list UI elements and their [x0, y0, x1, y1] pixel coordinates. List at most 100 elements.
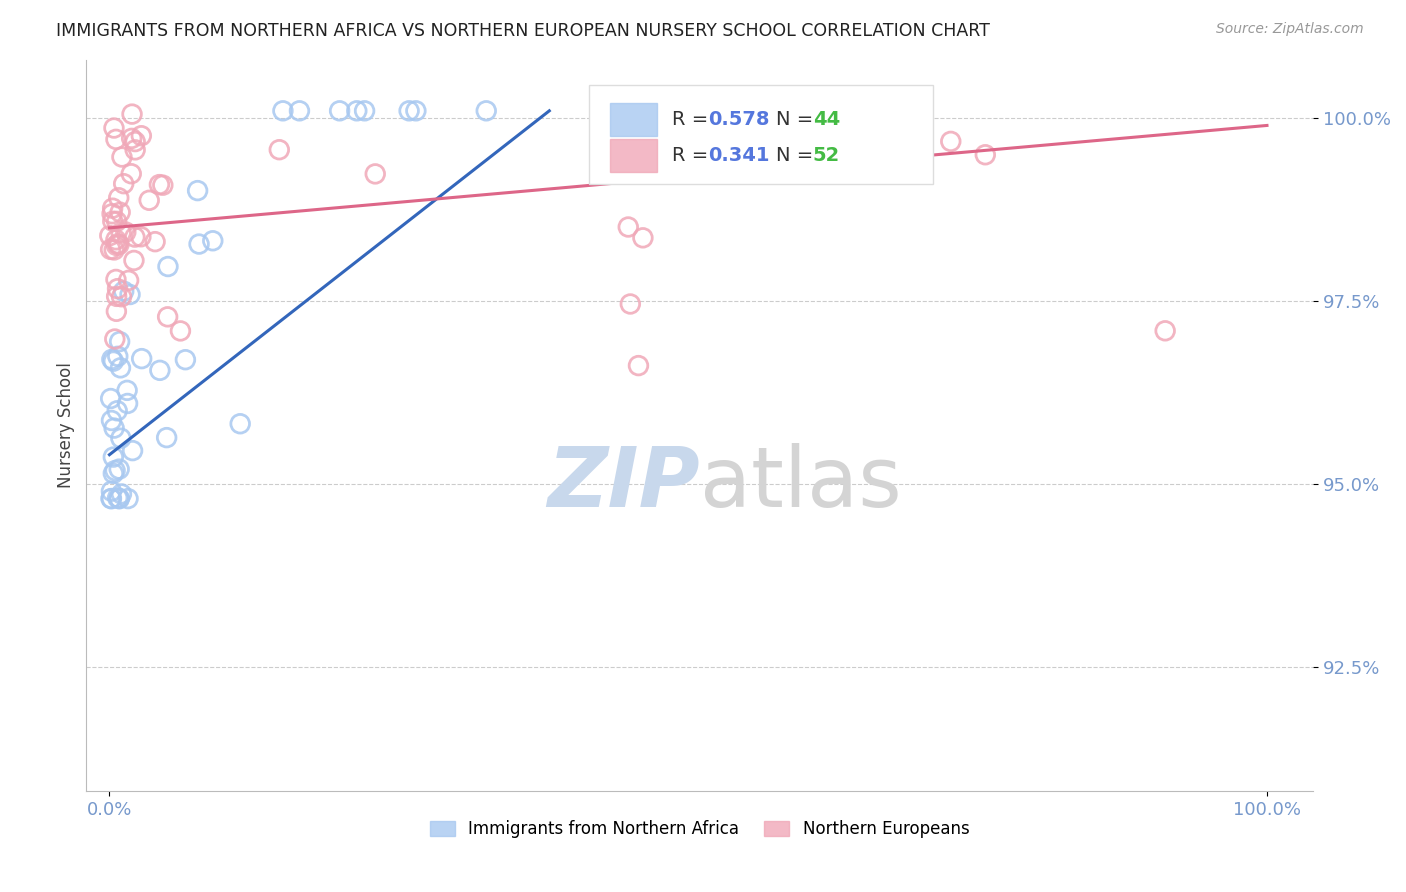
Legend: Immigrants from Northern Africa, Northern Europeans: Immigrants from Northern Africa, Norther…: [423, 814, 976, 845]
Point: [100, 413, 122, 427]
Point: [149, 363, 172, 377]
Point: [619, 297, 641, 311]
Point: [104, 233, 127, 247]
Point: [105, 404, 128, 418]
Point: [269, 143, 291, 157]
Point: [100, 491, 122, 506]
Point: [288, 103, 311, 118]
Point: [121, 107, 143, 121]
Point: [617, 219, 640, 234]
Y-axis label: Nursery School: Nursery School: [58, 362, 75, 489]
Point: [121, 131, 143, 145]
Point: [117, 396, 139, 410]
Point: [100, 243, 122, 257]
Point: [131, 128, 153, 143]
Point: [103, 450, 125, 464]
Point: [108, 462, 131, 476]
Point: [737, 118, 759, 132]
Point: [152, 178, 174, 193]
Point: [103, 467, 125, 481]
Point: [103, 243, 125, 257]
Point: [103, 421, 125, 435]
Point: [110, 290, 132, 304]
Point: [156, 260, 179, 274]
Point: [156, 310, 179, 324]
Point: [105, 214, 128, 228]
Point: [124, 143, 146, 157]
Point: [110, 360, 132, 375]
Point: [104, 464, 127, 478]
Point: [115, 384, 138, 398]
Point: [110, 431, 132, 445]
Point: [108, 205, 131, 219]
Point: [117, 273, 139, 287]
Text: 44: 44: [813, 110, 839, 128]
Text: IMMIGRANTS FROM NORTHERN AFRICA VS NORTHERN EUROPEAN NURSERY SCHOOL CORRELATION : IMMIGRANTS FROM NORTHERN AFRICA VS NORTH…: [56, 22, 990, 40]
Point: [108, 491, 131, 506]
Point: [1154, 324, 1177, 338]
Text: R =: R =: [672, 110, 714, 128]
Point: [100, 491, 122, 506]
Text: 52: 52: [813, 146, 839, 165]
Point: [112, 284, 135, 298]
Point: [118, 287, 141, 301]
Point: [107, 191, 129, 205]
Point: [107, 349, 129, 363]
Point: [100, 484, 122, 499]
Point: [201, 234, 224, 248]
Point: [104, 272, 127, 286]
Point: [112, 177, 135, 191]
Point: [124, 135, 146, 149]
Point: [101, 214, 124, 228]
Point: [271, 103, 294, 118]
Point: [364, 167, 387, 181]
Point: [974, 147, 997, 161]
Text: R =: R =: [672, 146, 714, 165]
Point: [114, 225, 136, 239]
Point: [858, 163, 880, 178]
FancyBboxPatch shape: [610, 103, 657, 136]
Point: [131, 351, 153, 366]
FancyBboxPatch shape: [610, 139, 657, 172]
Point: [188, 237, 211, 252]
Point: [353, 103, 375, 118]
Point: [138, 194, 160, 208]
Point: [122, 253, 145, 268]
Point: [107, 282, 129, 296]
Point: [105, 304, 128, 318]
Point: [103, 354, 125, 368]
Point: [156, 431, 179, 445]
Point: [398, 103, 420, 118]
Text: Source: ZipAtlas.com: Source: ZipAtlas.com: [1216, 22, 1364, 37]
Text: atlas: atlas: [700, 443, 901, 524]
Point: [103, 121, 125, 136]
Point: [105, 238, 128, 252]
Point: [405, 103, 427, 118]
Point: [108, 334, 131, 349]
Point: [108, 237, 131, 252]
FancyBboxPatch shape: [589, 86, 934, 184]
Point: [105, 289, 128, 303]
Point: [229, 417, 252, 431]
Point: [101, 207, 124, 221]
Point: [107, 236, 129, 251]
Point: [174, 352, 197, 367]
Point: [120, 167, 142, 181]
Point: [124, 230, 146, 244]
Point: [104, 332, 127, 346]
Point: [143, 235, 166, 249]
Point: [346, 103, 368, 118]
Point: [111, 150, 134, 164]
Point: [148, 178, 170, 192]
Point: [104, 132, 127, 146]
Point: [107, 491, 129, 505]
Point: [939, 135, 962, 149]
Point: [121, 443, 143, 458]
Text: N =: N =: [776, 146, 820, 165]
Text: ZIP: ZIP: [547, 443, 700, 524]
Text: 0.341: 0.341: [709, 146, 770, 165]
Point: [108, 491, 131, 506]
Point: [329, 103, 352, 118]
Point: [100, 392, 122, 406]
Point: [627, 359, 650, 373]
